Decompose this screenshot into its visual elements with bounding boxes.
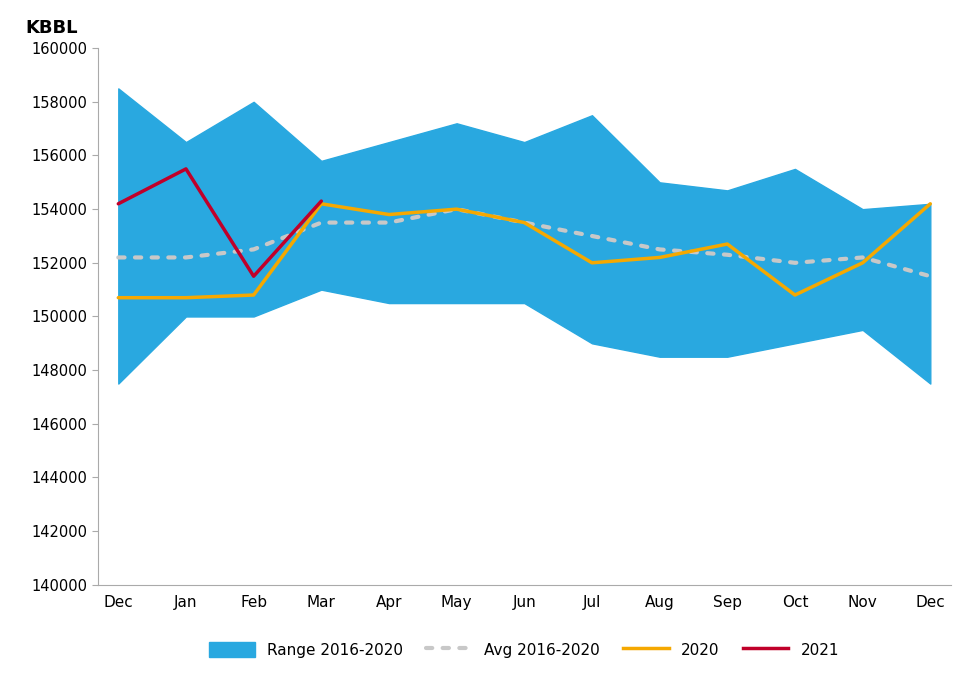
Text: KBBL: KBBL [25,19,78,37]
Legend: Range 2016-2020, Avg 2016-2020, 2020, 2021: Range 2016-2020, Avg 2016-2020, 2020, 20… [210,642,839,658]
